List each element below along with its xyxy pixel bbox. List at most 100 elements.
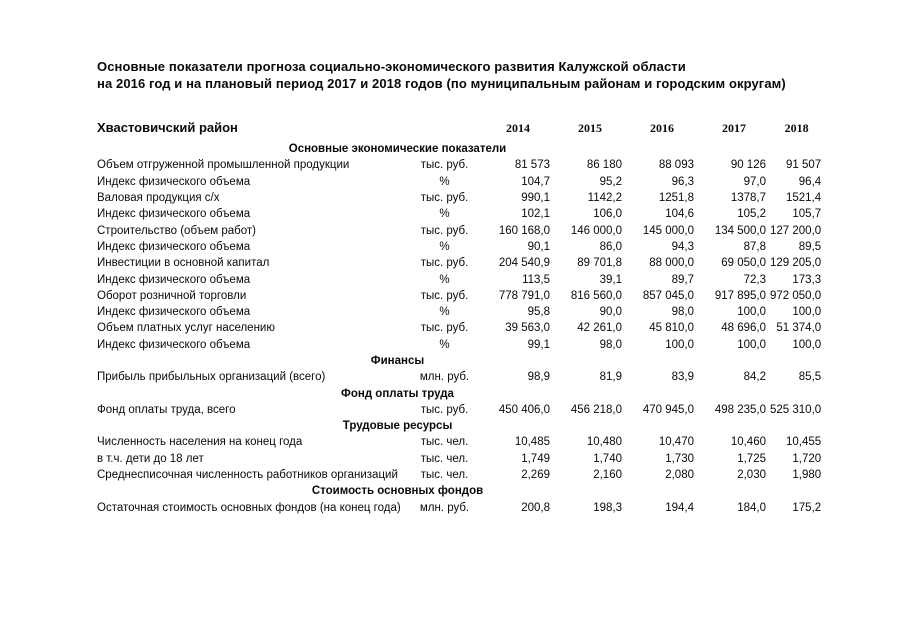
indicator-value: 100,0 [737, 306, 766, 319]
table-row: Объем отгруженной промышленной продукции… [97, 157, 843, 173]
indicator-unit: млн. руб. [419, 501, 470, 514]
indicator-value: 96,4 [798, 175, 822, 188]
title-line-1: Основные показатели прогноза социально-э… [97, 59, 686, 74]
indicator-value: 450 406,0 [498, 403, 550, 416]
indicator-value: 89 701,8 [577, 257, 622, 270]
indicator-value: 470 945,0 [642, 403, 694, 416]
indicator-value: 89,7 [671, 273, 694, 286]
indicator-name: Строительство (объем работ) [97, 224, 256, 237]
indicator-name: Объем платных услуг населению [97, 322, 275, 335]
section-padding [698, 353, 843, 369]
indicator-unit: тыс. руб. [420, 322, 469, 335]
indicator-value: 525 310,0 [770, 403, 822, 416]
indicator-value: 129 205,0 [770, 257, 822, 270]
indicator-name: Прибыль прибыльных организаций (всего) [97, 371, 326, 384]
indicator-value: 113,5 [522, 273, 550, 286]
indicator-value: 90 126 [730, 159, 766, 172]
indicator-name: Индекс физического объема [97, 338, 251, 351]
section-row: Трудовые ресурсы [97, 418, 843, 434]
indicator-value: 100,0 [665, 338, 694, 351]
indicator-unit: % [439, 273, 450, 286]
indicator-value: 69 050,0 [721, 257, 766, 270]
table-row: Инвестиции в основной капитал тыс. руб. 20… [97, 255, 843, 271]
indicator-value: 10,455 [785, 436, 822, 449]
year-header: 2014 [506, 121, 530, 135]
indicator-value: 94,3 [671, 240, 694, 253]
indicator-unit: тыс. руб. [420, 224, 469, 237]
section-padding [698, 483, 843, 499]
indicator-unit: тыс. чел. [420, 452, 469, 465]
indicator-value: 10,485 [514, 436, 550, 449]
indicator-value: 1521,4 [785, 192, 822, 205]
section-row: Стоимость основных фондов [97, 483, 843, 499]
indicator-name: Индекс физического объема [97, 240, 251, 253]
table-row: Индекс физического объема% 113,5 39,1 89,7 7… [97, 271, 843, 287]
indicator-value: 81,9 [599, 371, 622, 384]
section-padding [698, 141, 843, 157]
indicator-value: 48 696,0 [721, 322, 766, 335]
indicator-value: 10,460 [730, 436, 766, 449]
indicator-value: 105,7 [792, 208, 822, 221]
indicator-unit: тыс. руб. [420, 192, 469, 205]
indicator-value: 87,8 [743, 240, 766, 253]
indicator-value: 816 560,0 [570, 289, 622, 302]
indicator-value: 98,9 [527, 371, 550, 384]
indicator-value: 81 573 [514, 159, 550, 172]
section-label: Стоимость основных фондов [311, 485, 484, 498]
indicator-value: 456 218,0 [570, 403, 622, 416]
section-row: Основные экономические показатели [97, 141, 843, 157]
indicator-value: 84,2 [743, 371, 766, 384]
indicator-unit: тыс. руб. [420, 257, 469, 270]
year-header: 2015 [578, 121, 602, 135]
section-label: Финансы [370, 355, 425, 367]
indicator-value: 45 810,0 [649, 322, 694, 335]
indicator-value: 2,030 [737, 469, 766, 482]
indicator-value: 972 050,0 [770, 289, 822, 302]
indicator-value: 97,0 [743, 175, 766, 188]
section-label: Трудовые ресурсы [342, 420, 453, 433]
indicator-unit: тыс. чел. [420, 436, 469, 449]
indicator-unit: тыс. руб. [420, 159, 469, 172]
indicator-value: 89,5 [798, 240, 822, 253]
year-header: 2017 [722, 121, 746, 135]
indicator-value: 2,160 [593, 469, 622, 482]
indicator-name: Индекс физического объема [97, 273, 251, 286]
table-row: Прибыль прибыльных организаций (всего) мл… [97, 369, 843, 385]
indicator-value: 104,6 [665, 208, 694, 221]
indicator-value: 1,980 [792, 469, 822, 482]
indicator-value: 990,1 [521, 192, 550, 205]
indicator-value: 105,2 [737, 208, 766, 221]
indicator-value: 2,080 [665, 469, 694, 482]
indicator-value: 95,2 [599, 175, 622, 188]
indicator-value: 88 093 [658, 159, 694, 172]
indicator-name: Оборот розничной торговли [97, 289, 247, 302]
indicator-value: 1,740 [593, 452, 622, 465]
indicator-unit: % [439, 338, 450, 351]
indicators-table: Хвастовичский район 2014 2015 2016 2017 2018… [97, 119, 843, 516]
indicator-value: 95,8 [527, 306, 550, 319]
indicator-unit: % [439, 175, 450, 188]
indicator-value: 100,0 [792, 338, 822, 351]
table-row: Фонд оплаты труда, всего тыс. руб. 450 406… [97, 402, 843, 418]
indicator-value: 2,269 [521, 469, 550, 482]
table-row: Индекс физического объема% 102,1 106,0 104,… [97, 206, 843, 222]
indicator-value: 1,749 [521, 452, 550, 465]
indicator-value: 106,0 [593, 208, 622, 221]
indicator-value: 1378,7 [730, 192, 766, 205]
indicator-value: 91 507 [785, 159, 822, 172]
indicator-unit: тыс. руб. [420, 289, 469, 302]
indicator-name: Численность населения на конец года [97, 436, 303, 449]
indicator-value: 10,470 [658, 436, 694, 449]
indicator-value: 39 563,0 [505, 322, 550, 335]
indicator-value: 160 168,0 [498, 224, 550, 237]
section-row: Финансы [97, 353, 843, 369]
indicator-value: 146 000,0 [570, 224, 622, 237]
indicator-value: 51 374,0 [776, 322, 822, 335]
indicator-unit: % [439, 306, 450, 319]
table-row: в т.ч. дети до 18 лет тыс. чел. 1,749 1,740… [97, 451, 843, 467]
table-row: Численность населения на конец года тыс. … [97, 434, 843, 450]
indicator-value: 134 500,0 [714, 224, 766, 237]
indicator-value: 42 261,0 [577, 322, 622, 335]
indicator-name: Индекс физического объема [97, 175, 251, 188]
